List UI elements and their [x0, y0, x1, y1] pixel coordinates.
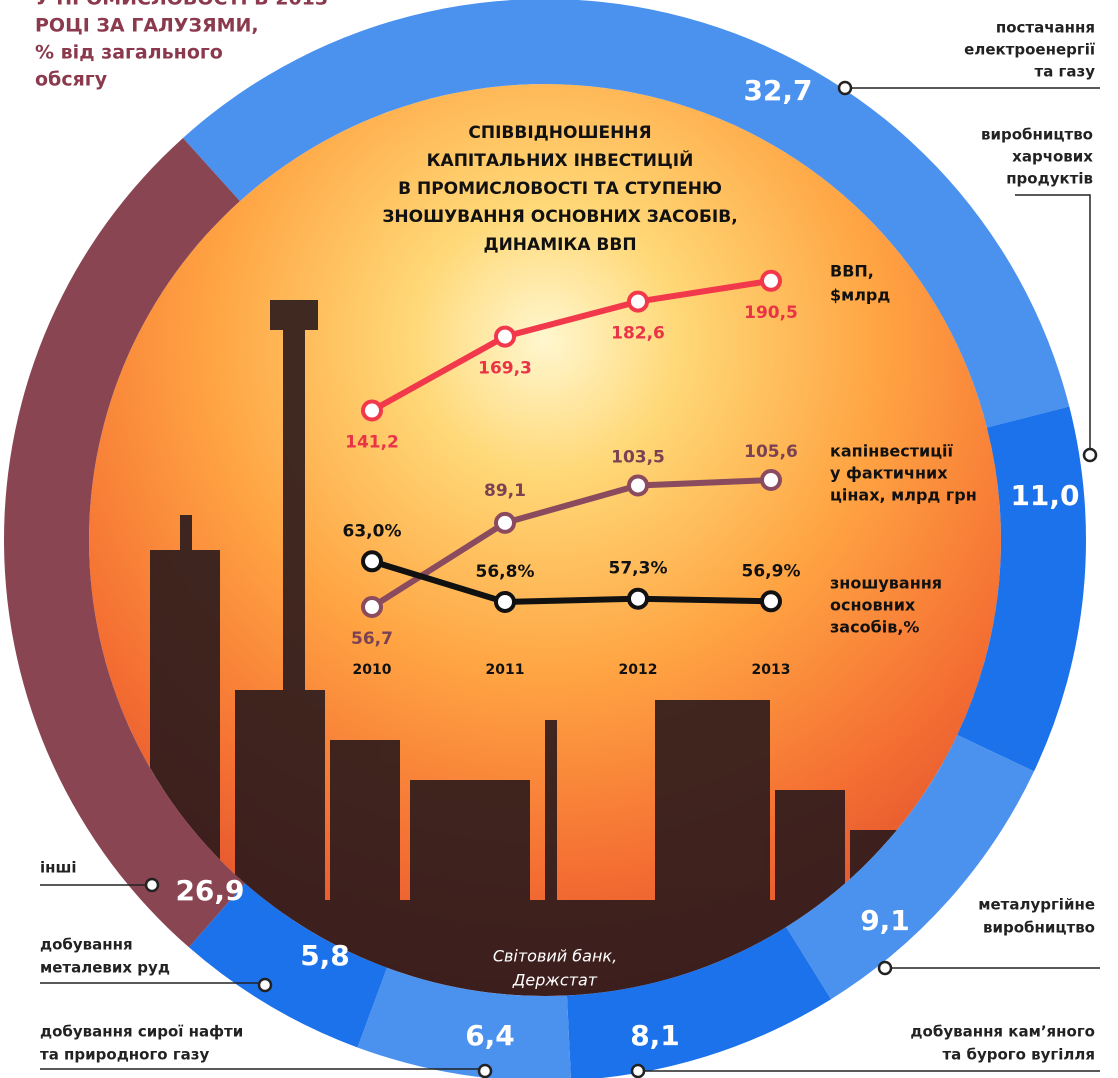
legend-label: $млрд — [830, 286, 890, 305]
point-marker — [627, 290, 649, 313]
x-tick-label: 2011 — [486, 662, 525, 678]
pie-title: % від загального — [35, 42, 223, 64]
leader-dot — [1082, 447, 1098, 463]
leader-dot — [877, 960, 893, 976]
donut-segment — [183, 0, 1070, 428]
source-note: Держстат — [512, 971, 598, 990]
donut-segment — [357, 967, 571, 1078]
leader-dot — [257, 977, 273, 993]
data-label: 57,3% — [609, 559, 668, 579]
point-marker — [361, 550, 383, 573]
point-marker — [494, 325, 516, 348]
x-tick-label: 2012 — [619, 662, 658, 678]
data-label: 56,7 — [351, 629, 393, 649]
chart-title: ЗНОШУВАННЯ ОСНОВНИХ ЗАСОБІВ, — [382, 207, 737, 227]
category-label: металевих руд — [40, 959, 170, 977]
value-label: 32,7 — [743, 74, 812, 107]
value-label: 26,9 — [175, 874, 244, 907]
data-label: 141,2 — [345, 433, 399, 453]
chart-title: КАПІТАЛЬНИХ ІНВЕСТИЦІЙ — [427, 149, 694, 171]
point-marker — [627, 474, 649, 497]
legend-label: засобів,% — [830, 618, 919, 637]
leader-dot — [477, 1063, 493, 1078]
point-marker — [760, 269, 782, 292]
legend-label: цінах, млрд грн — [830, 486, 977, 505]
leader-dot — [144, 877, 160, 893]
point-marker — [760, 590, 782, 613]
legend-label: капінвестиції — [830, 442, 954, 461]
value-label: 5,8 — [300, 939, 350, 972]
data-label: 105,6 — [744, 442, 798, 462]
category-label: інші — [40, 859, 77, 877]
pie-title: У ПРОМИСЛОВОСТІ В 2013 — [35, 0, 328, 10]
category-label: та природного газу — [40, 1046, 210, 1064]
leader-dot — [837, 80, 853, 96]
category-label: добування кам’яного — [910, 1023, 1095, 1041]
pie-title: обсягу — [35, 69, 108, 91]
category-label: та бурого вугілля — [942, 1046, 1095, 1064]
series-line — [371, 558, 772, 605]
data-label: 63,0% — [343, 521, 402, 541]
data-label: 103,5 — [611, 447, 665, 467]
donut-segment — [957, 406, 1086, 772]
point-marker — [361, 399, 383, 422]
data-label: 56,9% — [742, 561, 801, 581]
photo — [89, 84, 1001, 996]
value-label: 8,1 — [630, 1019, 680, 1052]
data-label: 169,3 — [478, 359, 532, 379]
donut: постачання електроенергії та газу 32,7 вироб… — [4, 0, 1100, 1078]
category-label: продуктів — [1006, 170, 1093, 188]
legend-label: ВВП, — [830, 262, 874, 281]
x-tick-label: 2013 — [752, 662, 791, 678]
line-chart: СПІВВІДНОШЕННЯ КАПІТАЛЬНИХ ІНВЕСТИЦІЙ В ПР… — [343, 123, 977, 990]
data-label: 56,8% — [476, 562, 535, 582]
series-line — [370, 477, 772, 610]
donut-segment — [4, 137, 245, 948]
category-label: виробництво — [983, 919, 1095, 937]
leader-dot — [630, 1063, 646, 1078]
legend-label: зношування — [830, 574, 942, 593]
category-label: добування сирої нафти — [40, 1023, 243, 1041]
point-marker — [627, 587, 649, 610]
value-label: 11,0 — [1010, 479, 1079, 512]
chart-title: СПІВВІДНОШЕННЯ — [468, 123, 651, 143]
value-label: 9,1 — [860, 904, 910, 937]
point-marker — [494, 511, 516, 534]
value-label: 6,4 — [465, 1019, 515, 1052]
legend-label: у фактичних — [830, 464, 948, 483]
pie-title: РОЦІ ЗА ГАЛУЗЯМИ, — [35, 15, 259, 37]
point-marker — [760, 469, 782, 491]
category-label: харчових — [1012, 148, 1093, 166]
category-label: добування — [40, 936, 133, 954]
source-note: Світовий банк, — [493, 947, 617, 966]
x-tick-label: 2010 — [353, 662, 392, 678]
data-label: 190,5 — [744, 303, 798, 323]
leader-line — [1015, 194, 1091, 455]
category-label: постачання — [996, 19, 1095, 37]
data-label: 89,1 — [484, 481, 526, 501]
donut-segment — [188, 883, 387, 1048]
point-marker — [494, 590, 516, 613]
series-line — [370, 277, 772, 414]
data-label: 182,6 — [611, 324, 665, 344]
chart-title: ДИНАМІКА ВВП — [483, 235, 636, 255]
chart-title: В ПРОМИСЛОВОСТІ ТА СТУПЕНЮ — [398, 179, 722, 199]
legend-label: основних — [830, 596, 916, 615]
category-label: електроенергії — [964, 41, 1095, 59]
donut-segment — [786, 735, 1035, 1000]
category-label: виробництво — [981, 126, 1093, 144]
point-marker — [361, 596, 383, 619]
category-label: та газу — [1035, 63, 1096, 81]
donut-segment — [566, 927, 832, 1078]
category-label: металургійне — [978, 896, 1095, 914]
